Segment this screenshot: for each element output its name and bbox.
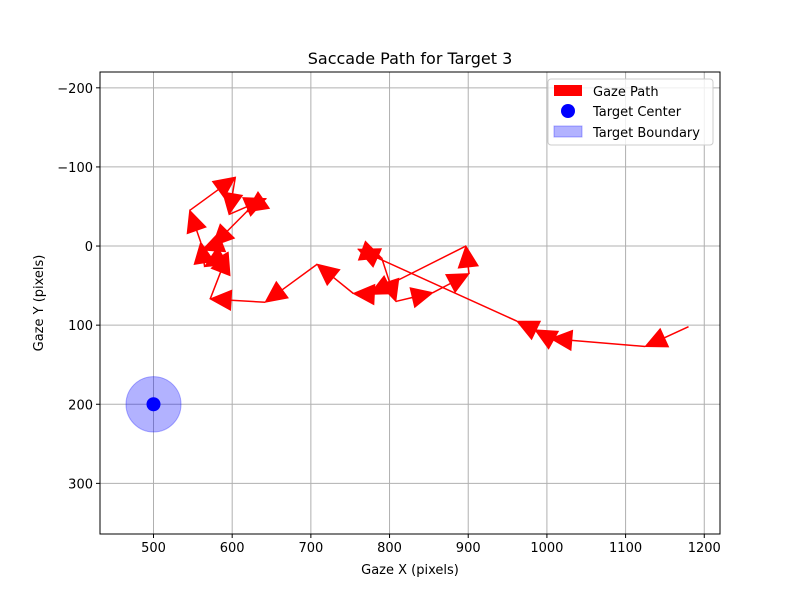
gaze-path-segment [209,289,266,312]
gaze-arrow-head [444,273,471,294]
y-tick-label: 200 [68,398,93,413]
gaze-arrow-shaft [231,177,237,194]
x-tick-label: 600 [220,541,245,556]
gaze-path-segment [193,240,215,267]
gaze-arrow-shaft [226,211,247,232]
y-tick-label: 100 [68,319,93,334]
gaze-path-segment [316,263,354,295]
gaze-arrow-shaft [380,257,391,282]
gaze-arrow-head [549,329,574,352]
gaze-arrow-shaft [203,262,206,267]
gaze-arrow-head [316,263,341,287]
gaze-path-segment [644,326,689,348]
gaze-arrow-shaft [395,296,413,303]
gaze-path-segment [201,232,227,253]
gaze-path-segment [457,244,480,274]
gaze-path-segment [395,287,434,309]
gaze-arrow-head [457,244,480,269]
gaze-arrow-shaft [231,299,266,303]
gaze-arrow-shaft [432,282,451,294]
x-tick-label: 700 [298,541,323,556]
grid [100,72,720,534]
x-tick-label: 800 [377,541,402,556]
y-axis-label: Gaze Y (pixels) [32,255,47,352]
legend-box [547,78,714,146]
gaze-path-segment [245,190,271,213]
gaze-arrow-shaft [357,248,363,252]
x-tick-label: 1000 [530,541,563,556]
gaze-arrow-shaft [571,339,646,348]
gaze-arrow-head [409,287,434,309]
legend-gaze-path-label: Gaze Path [593,85,659,100]
gaze-arrow-head [222,191,244,216]
x-tick-label: 500 [141,541,166,556]
legend-target-center-label: Target Center [592,105,682,120]
gaze-path-segment [352,283,376,306]
gaze-arrow-head [186,209,207,235]
gaze-arrow-shaft [664,326,689,339]
gaze-arrow-head [352,283,376,306]
legend-gaze-path-swatch [554,85,582,96]
x-tick-label: 900 [456,541,481,556]
y-tick-label: 300 [68,477,93,492]
gaze-path-segment [189,176,237,212]
x-axis: 500 600 700 800 900 1000 1100 1200 [141,534,721,556]
gaze-arrow-shaft [189,188,219,212]
gaze-arrow-shaft [376,257,518,322]
gaze-arrow-shaft [228,206,248,216]
gaze-arrow-head [644,327,670,348]
gaze-arrow-head [515,320,542,341]
gaze-path-segment [222,177,244,216]
gaze-arrow-shaft [209,271,222,300]
gaze-path-segment [515,320,542,341]
axes-frame [99,71,721,535]
gaze-arrow-head [211,176,237,199]
gaze-arrow-head [209,289,233,312]
gaze-arrow-shaft [281,263,318,291]
gaze-arrow-head [357,240,383,261]
gaze-arrow-head [193,240,215,266]
target-center-point [146,397,161,412]
y-axis: −200 −100 0 100 200 300 [57,82,100,492]
legend: Gaze Path Target Center Target Boundary [547,78,714,146]
x-tick-label: 1200 [688,541,721,556]
gaze-path-segment [264,263,318,303]
gaze-arrow-head [534,329,560,350]
gaze-arrow-shaft [195,230,202,243]
gaze-arrow-shaft [467,266,470,274]
legend-target-boundary-swatch [553,125,583,138]
gaze-arrow-head [245,190,271,213]
gaze-path-segment [357,240,383,261]
gaze-arrow-head [264,280,289,303]
legend-target-boundary-label: Target Boundary [592,126,700,141]
x-tick-label: 1100 [609,541,642,556]
gaze-path-segment [432,273,471,294]
gaze-path-segment [186,209,207,243]
x-axis-label: Gaze X (pixels) [361,563,459,578]
gaze-arrow-shaft [333,276,354,295]
gaze-arrow-head [201,232,227,253]
chart-title: Saccade Path for Target 3 [308,49,513,68]
gaze-path-segment [549,329,646,352]
legend-target-center-swatch [561,104,575,118]
gaze-path-segment [534,329,560,350]
gaze-arrow-head [368,274,394,295]
y-tick-label: −100 [57,161,93,176]
y-tick-label: 0 [85,240,93,255]
gaze-arrow-shaft [388,245,467,286]
plot-area [125,176,689,433]
gaze-path-segment [368,245,467,295]
gaze-arrow-shaft [222,251,229,257]
y-tick-label: −200 [57,82,93,97]
